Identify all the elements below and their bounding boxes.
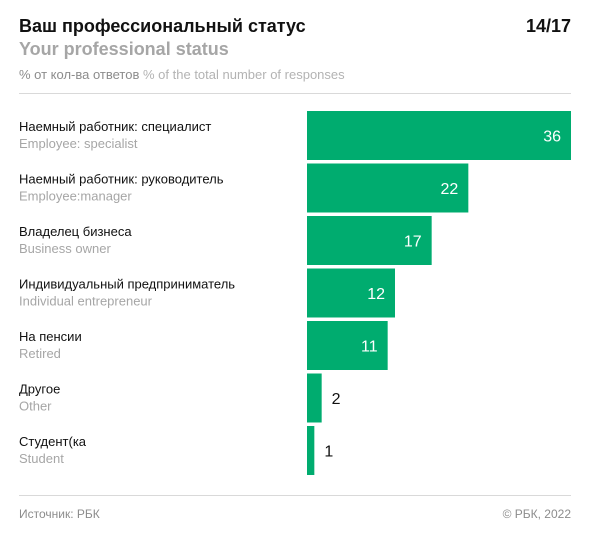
chart-title: Ваш профессиональный статус	[19, 16, 306, 36]
data-label: 2	[332, 391, 341, 408]
subtitle-ru: % от кол-ва ответов	[19, 67, 140, 82]
category-label-en: Business owner	[19, 241, 111, 256]
bar	[307, 216, 432, 265]
category-label-en: Other	[19, 399, 52, 414]
category-label: Наемный работник: специалист	[19, 119, 211, 134]
copyright-note: © РБК, 2022	[502, 507, 571, 521]
category-label-en: Employee: specialist	[19, 136, 138, 151]
data-label: 11	[361, 339, 378, 356]
category-label: Индивидуальный предприниматель	[19, 277, 235, 292]
bar	[307, 321, 388, 370]
category-label: Наемный работник: руководитель	[19, 172, 224, 187]
bar	[307, 268, 395, 318]
bottom-divider	[19, 495, 571, 496]
category-label-en: Retired	[19, 346, 61, 361]
top-divider	[19, 93, 571, 94]
category-label-en: Individual entrepreneur	[19, 294, 153, 309]
data-label: 17	[404, 234, 422, 251]
data-label: 36	[543, 129, 561, 146]
chart-title-en: Your professional status	[19, 39, 229, 59]
bar	[307, 373, 322, 423]
bar	[307, 163, 469, 213]
category-label: Владелец бизнеса	[19, 224, 132, 239]
data-label: 1	[324, 444, 333, 461]
bar	[307, 111, 571, 160]
data-label: 22	[441, 181, 459, 198]
chart-subtitle: % от кол-ва ответов % of the total numbe…	[19, 67, 345, 82]
page-number: 14/17	[525, 16, 571, 36]
subtitle-en: % of the total number of responses	[143, 67, 345, 82]
category-label-en: Student	[19, 451, 64, 466]
source-note: Источник: РБК	[19, 507, 100, 521]
data-label: 12	[367, 286, 385, 303]
category-label: Другое	[19, 382, 60, 397]
category-label-en: Employee:manager	[19, 189, 132, 204]
bar	[307, 426, 315, 475]
category-label: На пенсии	[19, 329, 82, 344]
category-label: Студент(ка	[19, 434, 87, 449]
